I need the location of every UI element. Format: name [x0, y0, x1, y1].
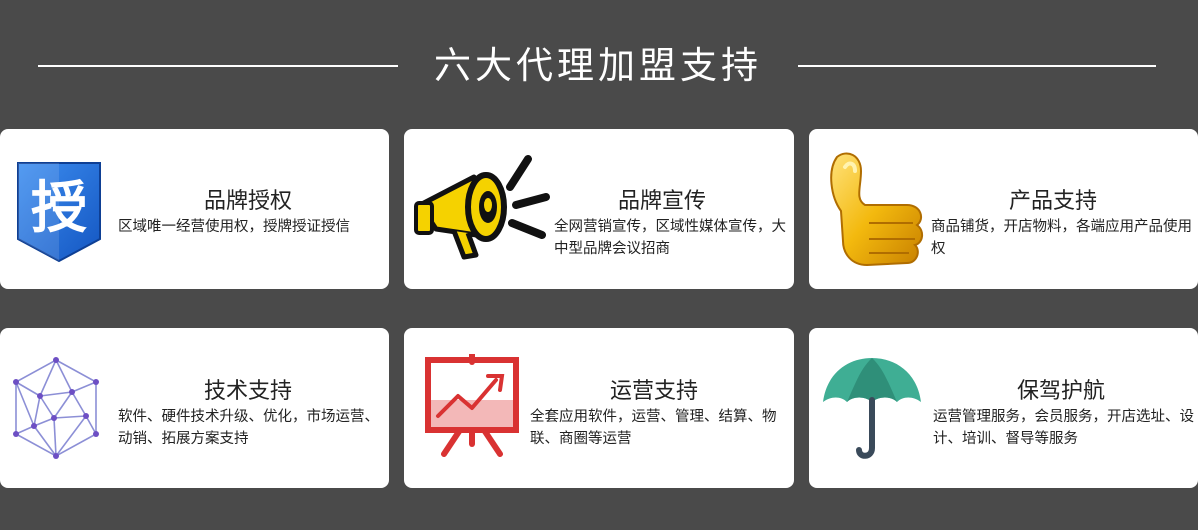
- card-description: 区域唯一经营使用权，授牌授证授信: [118, 219, 350, 235]
- network-polygon-icon: [10, 356, 102, 460]
- card-title: 运营支持: [610, 379, 699, 404]
- card-brand-promotion: 品牌宣传 全网营销宣传，区域性媒体宣传，大中型品牌会议招商: [404, 129, 794, 289]
- card-product-support: 产品支持 商品铺货，开店物料，各端应用产品使用权: [809, 129, 1198, 289]
- card-description: 运营管理服务，会员服务，开店选址、设计、培训、督导等服务: [933, 409, 1194, 447]
- heading-rule-left: [38, 65, 398, 67]
- presentation-chart-icon: [424, 351, 520, 458]
- umbrella-icon: [821, 354, 923, 462]
- card-title: 品牌授权: [204, 189, 293, 214]
- card-description: 全网营销宣传，区域性媒体宣传，大中型品牌会议招商: [554, 219, 786, 257]
- heading-rule-right: [798, 65, 1156, 67]
- card-escort-protection: 保驾护航 运营管理服务，会员服务，开店选址、设计、培训、督导等服务: [809, 328, 1198, 488]
- card-description: 软件、硬件技术升级、优化，市场运营、动销、拓展方案支持: [118, 409, 379, 447]
- authorize-badge-icon: 授: [14, 159, 104, 265]
- section-heading: 六大代理加盟支持: [0, 38, 1198, 94]
- card-operation-support: 运营支持 全套应用软件，运营、管理、结算、物联、商圈等运营: [404, 328, 794, 488]
- thumbs-up-icon: [821, 147, 929, 271]
- megaphone-icon: [414, 153, 554, 265]
- card-title: 品牌宣传: [618, 189, 707, 214]
- card-brand-authorization: 授 品牌授权 区域唯一经营使用权，授牌授证授信: [0, 129, 389, 289]
- card-technical-support: 技术支持 软件、硬件技术升级、优化，市场运营、动销、拓展方案支持: [0, 328, 389, 488]
- section-title: 六大代理加盟支持: [434, 44, 762, 87]
- card-title: 保驾护航: [1017, 379, 1106, 404]
- card-title: 技术支持: [204, 379, 293, 404]
- card-description: 全套应用软件，运营、管理、结算、物联、商圈等运营: [530, 409, 777, 447]
- badge-text: 授: [31, 176, 87, 241]
- card-description: 商品铺货，开店物料，各端应用产品使用权: [931, 219, 1192, 257]
- card-title: 产品支持: [1009, 189, 1098, 214]
